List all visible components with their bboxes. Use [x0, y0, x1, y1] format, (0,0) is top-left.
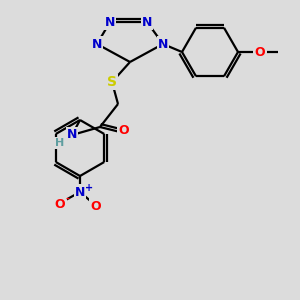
Text: S: S: [107, 75, 117, 89]
Text: -: -: [66, 194, 70, 204]
Text: +: +: [85, 183, 93, 193]
Text: O: O: [55, 197, 65, 211]
Text: N: N: [75, 185, 85, 199]
Text: H: H: [56, 138, 64, 148]
Text: O: O: [91, 200, 101, 212]
Text: O: O: [255, 46, 265, 59]
Text: N: N: [67, 128, 77, 142]
Text: N: N: [105, 16, 115, 28]
Text: N: N: [158, 38, 168, 50]
Text: N: N: [92, 38, 102, 50]
Text: N: N: [142, 16, 152, 28]
Text: O: O: [119, 124, 129, 136]
